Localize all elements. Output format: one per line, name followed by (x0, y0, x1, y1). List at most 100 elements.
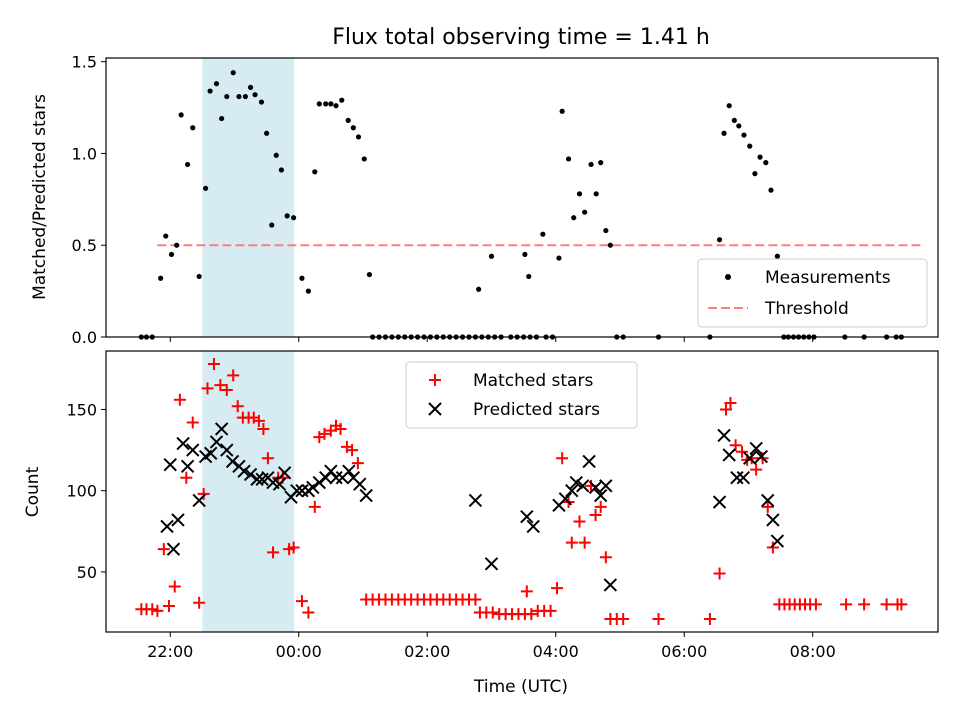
top-y-tick-label: 1.5 (72, 53, 97, 72)
predicted-star-point (359, 488, 373, 503)
matched-star-point (257, 422, 270, 435)
legend-predicted-label: Predicted stars (473, 400, 600, 420)
predicted-star-point (603, 578, 618, 592)
measurement-point (258, 99, 265, 105)
measurement-point (339, 97, 345, 103)
bottom-y-tick-label: 50 (77, 563, 97, 582)
matched-stars-points (135, 357, 908, 626)
matched-star-point (736, 445, 749, 458)
predicted-star-point (766, 513, 780, 527)
matched-star-point (809, 598, 822, 611)
x-tick-label: 00:00 (276, 642, 322, 661)
measurement-point (607, 242, 613, 248)
measurement-point (522, 251, 528, 258)
measurement-point (224, 93, 230, 100)
matched-star-point (556, 452, 569, 465)
measurement-point (726, 103, 732, 109)
matched-star-point (157, 543, 170, 556)
predicted-star-point (243, 467, 258, 482)
measurement-point (316, 101, 322, 107)
matched-star-point (346, 444, 359, 457)
measurement-point (603, 227, 609, 234)
predicted-stars-points (160, 422, 785, 592)
measurement-point (213, 81, 220, 87)
matched-star-point (302, 606, 315, 619)
predicted-star-point (237, 464, 251, 478)
predicted-star-point (225, 454, 240, 469)
top-axes-frame (105, 57, 939, 338)
measurement-point (731, 117, 737, 124)
top-panel: 0.0 0.5 1.0 1.5 Matched/Predicted stars Mea… (30, 53, 939, 347)
measurement-point (158, 275, 164, 281)
matched-star-point (151, 604, 164, 617)
matched-star-point (351, 457, 364, 470)
top-y-tick-label: 1.0 (72, 144, 97, 163)
predicted-star-point (576, 479, 590, 493)
measurement-point (252, 92, 258, 98)
matched-star-point (761, 500, 774, 513)
measurement-point (366, 271, 373, 278)
matched-star-point (180, 471, 193, 484)
matched-star-point (193, 596, 206, 609)
measurement-point (571, 215, 577, 221)
measurement-point (284, 213, 290, 219)
matched-star-point (469, 593, 482, 606)
matched-star-point (551, 582, 564, 595)
predicted-star-point (353, 477, 367, 491)
predicted-star-point (163, 457, 177, 472)
predicted-star-point (204, 446, 218, 461)
measurement-point (328, 101, 334, 107)
matched-star-point (573, 515, 586, 528)
measurement-point (355, 134, 362, 140)
measurement-point (736, 123, 742, 129)
predicted-star-point (176, 436, 190, 451)
predicted-star-point (712, 495, 727, 509)
predicted-star-point (520, 509, 534, 524)
measurement-point (230, 70, 236, 76)
matched-star-point (652, 613, 665, 626)
legend-matched-label: Matched stars (473, 371, 593, 391)
bottom-y-tick-label: 150 (66, 400, 97, 419)
bottom-x-ticks: 22:00 00:00 02:00 04:00 06:00 08:00 (147, 632, 836, 661)
matched-star-point (173, 393, 186, 406)
top-y-ticks: 0.0 0.5 1.0 1.5 (72, 53, 106, 347)
matched-star-point (162, 600, 175, 613)
matched-star-point (186, 416, 199, 429)
bottom-y-axis-label: Count (23, 466, 43, 517)
measurement-point (264, 130, 270, 136)
measurement-point (202, 185, 209, 191)
measurement-point (196, 273, 202, 280)
matched-star-point (880, 598, 893, 611)
matched-star-point (750, 463, 763, 476)
predicted-star-point (171, 513, 185, 527)
chart-title: Flux total observing time = 1.41 h (332, 25, 710, 50)
matched-star-point (252, 414, 265, 427)
predicted-star-point (761, 493, 775, 508)
matched-star-point (267, 546, 280, 559)
predicted-star-point (209, 435, 224, 449)
measurement-point (361, 156, 367, 162)
predicted-star-point (220, 443, 234, 457)
predicted-star-point (593, 488, 608, 503)
bottom-legend: Matched stars Predicted stars (405, 361, 638, 429)
predicted-star-point (186, 443, 200, 457)
predicted-star-point (730, 470, 744, 485)
matched-star-point (729, 439, 742, 452)
predicted-star-point (214, 422, 229, 436)
measurement-point (556, 255, 562, 261)
measurement-point (299, 275, 305, 281)
matched-star-point (168, 580, 181, 593)
predicted-star-point (166, 542, 181, 556)
legend-matched-marker (429, 374, 441, 386)
predicted-star-point (484, 557, 499, 571)
predicted-star-point (736, 470, 751, 485)
matched-star-point (594, 500, 607, 513)
measurement-point (273, 152, 279, 158)
measurement-point (752, 171, 758, 177)
measurement-point (559, 108, 565, 114)
matched-star-point (201, 382, 214, 395)
top-y-tick-label: 0.0 (72, 328, 97, 347)
measurement-point (323, 101, 329, 107)
matched-star-point (713, 567, 726, 580)
